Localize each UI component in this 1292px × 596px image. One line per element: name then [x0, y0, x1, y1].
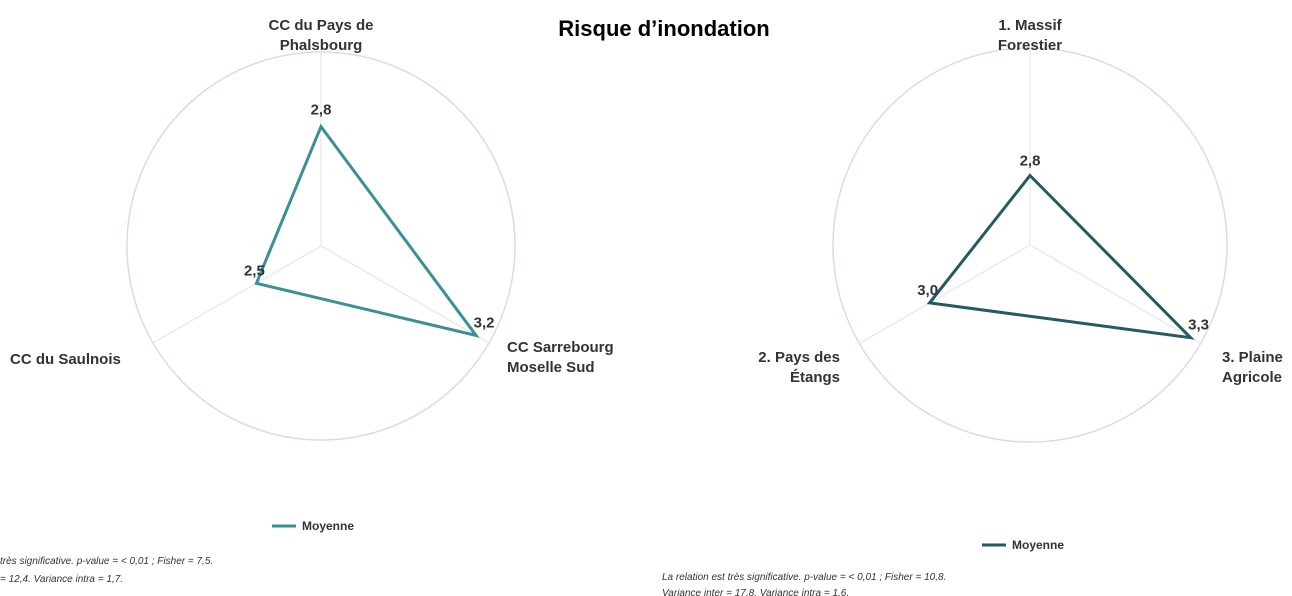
axis-label: CC du Pays de Phalsbourg [268, 17, 373, 54]
axis-spoke [152, 245, 322, 344]
data-label: 3,0 [917, 282, 938, 299]
stat-note: La relation est très significative. p-va… [662, 572, 946, 583]
stat-note: Variance inter = 17,8. Variance intra = … [662, 588, 849, 596]
legend-label: Moyenne [302, 519, 354, 533]
axis-spoke [859, 244, 1031, 345]
axis-label: 1. Massif Forestier [998, 17, 1063, 54]
stat-note: très significative. p-value = < 0,01 ; F… [0, 556, 213, 567]
data-label: 3,2 [474, 315, 495, 332]
data-label: 2,5 [244, 262, 265, 279]
stat-note: = 12,4. Variance intra = 1,7. [0, 574, 123, 585]
series-line [926, 173, 1195, 340]
axis-label: CC Sarrebourg Moselle Sud [507, 339, 614, 376]
chart-title: Risque d’inondation [558, 16, 769, 41]
data-label: 3,3 [1188, 317, 1209, 334]
axis-label: CC du Saulnois [10, 351, 121, 368]
radar-chart-left: CC du Pays de Phalsbourg CC Sarrebourg Mose… [0, 17, 614, 585]
axis-label: 3. Plaine Agricole [1222, 349, 1283, 386]
axis-spoke [1029, 244, 1201, 345]
axis-label: 2. Pays des Étangs [758, 349, 840, 386]
data-label: 2,8 [1020, 152, 1041, 169]
series-line [254, 123, 480, 338]
legend-label: Moyenne [1012, 538, 1064, 552]
data-label: 2,8 [311, 102, 332, 119]
radar-chart-right: 1. Massif Forestier 3. Plaine Agricole 2. Pa… [662, 17, 1283, 596]
axis-spoke [320, 245, 490, 344]
